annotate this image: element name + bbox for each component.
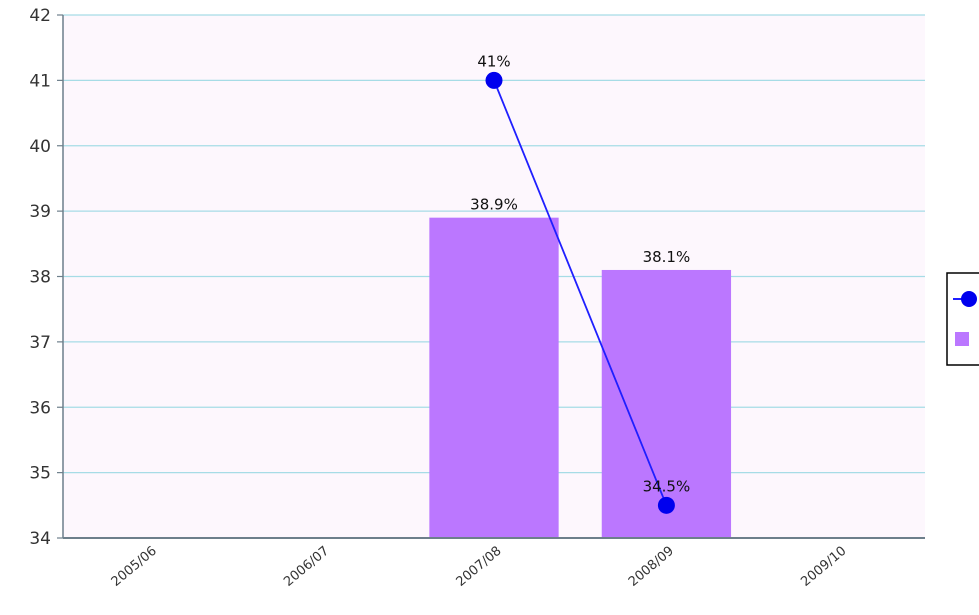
bar [601,269,732,538]
y-tick-label: 38 [29,268,51,288]
bar-data-label: 38.1% [643,248,691,266]
y-tick-label: 35 [29,464,51,484]
x-tick-labels: 2005/06 2006/07 2007/08 2008/09 2009/10 [109,544,850,590]
y-tick-label: 36 [29,398,51,418]
line-point [485,71,503,89]
line-data-label: 34.5% [643,477,691,495]
y-tick-labels: 34 35 36 37 38 39 40 41 42 [29,6,51,549]
line-series [485,71,675,514]
bar-series [429,217,732,538]
y-tick-label: 42 [29,6,51,26]
y-tick-label: 41 [29,71,51,91]
line-data-label: 41% [477,52,510,70]
bar [429,217,559,538]
line-point [657,496,675,514]
x-tick-label: 2009/10 [798,544,849,590]
x-tick-label: 2008/09 [626,544,677,590]
y-tick-label: 37 [29,333,51,353]
legend-box [946,272,979,366]
axes [62,15,925,539]
legend-bar-swatch [955,332,969,346]
legend-line-marker [961,291,977,307]
y-tick-label: 39 [29,202,51,222]
bar-data-label: 38.9% [470,196,518,214]
x-tick-label: 2005/06 [109,544,160,590]
legend [946,272,979,366]
data-labels: 38.9% 38.1% 41% 34.5% [470,52,690,495]
y-tick-label: 34 [29,529,51,549]
y-tick-label: 40 [29,137,51,157]
x-tick-label: 2006/07 [281,544,332,590]
line-path [493,80,668,506]
x-tick-label: 2007/08 [454,544,505,590]
